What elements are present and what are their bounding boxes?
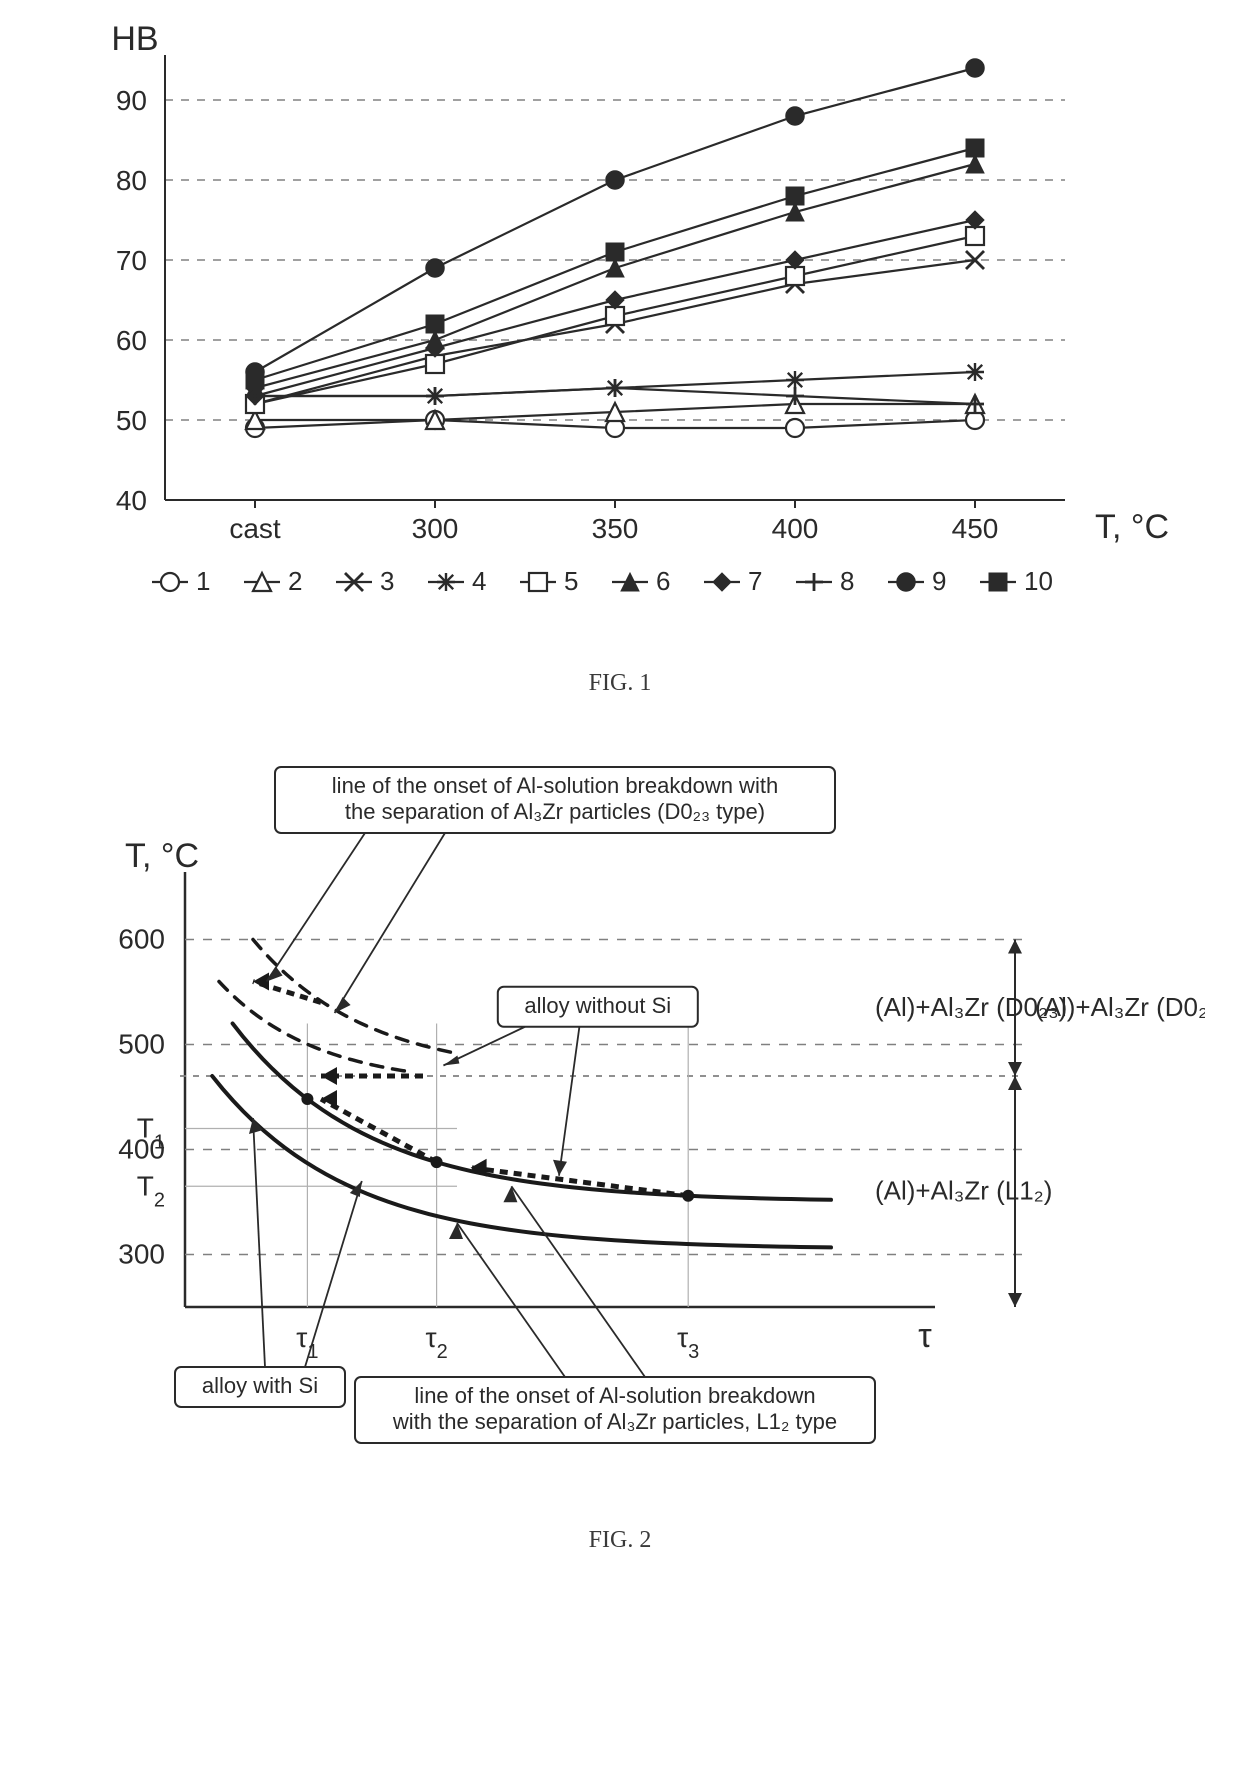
svg-text:60: 60	[116, 325, 147, 356]
svg-text:the separation of Al₃Zr partic: the separation of Al₃Zr particles (D0₂₃ …	[345, 799, 765, 824]
svg-text:2: 2	[288, 566, 302, 596]
svg-text:300: 300	[412, 513, 459, 544]
svg-text:3: 3	[380, 566, 394, 596]
svg-text:τ: τ	[918, 1317, 932, 1355]
svg-text:T2: T2	[137, 1170, 165, 1211]
svg-text:10: 10	[1024, 566, 1053, 596]
svg-text:HB: HB	[111, 20, 158, 58]
fig1-caption: FIG. 1	[0, 670, 1240, 697]
svg-text:cast: cast	[229, 513, 281, 544]
fig1-chart: HB 40 50 60 70 80 90 cast 300 350 400 450 T, °C 1 2 3 4 5…	[35, 20, 1205, 640]
svg-text:T, °C: T, °C	[1095, 508, 1169, 546]
figure-1: HB 40 50 60 70 80 90 cast 300 350 400 450 T, °C 1 2 3 4 5…	[0, 20, 1240, 697]
svg-text:(Al)+Al₃Zr (D0₂₃): (Al)+Al₃Zr (D0₂₃)	[875, 992, 1067, 1022]
svg-text:6: 6	[656, 566, 670, 596]
svg-text:line of the onset of Al-soluti: line of the onset of Al-solution breakdo…	[332, 773, 778, 798]
svg-text:T, °C: T, °C	[125, 837, 199, 875]
svg-text:600: 600	[118, 924, 165, 955]
svg-text:(Al)+Al₃Zr (L1₂): (Al)+Al₃Zr (L1₂)	[875, 1176, 1052, 1206]
svg-text:40: 40	[116, 485, 147, 516]
svg-text:line of the onset of Al-soluti: line of the onset of Al-solution breakdo…	[414, 1383, 815, 1408]
svg-text:1: 1	[196, 566, 210, 596]
svg-text:500: 500	[118, 1029, 165, 1060]
svg-text:50: 50	[116, 405, 147, 436]
fig2-caption: FIG. 2	[0, 1527, 1240, 1554]
svg-text:400: 400	[772, 513, 819, 544]
svg-text:alloy with Si: alloy with Si	[202, 1373, 318, 1398]
figure-2: 300400500600T, °CT1T2τ1τ2τ3τ(Al)+Al₃Zr (…	[0, 737, 1240, 1554]
svg-text:τ2: τ2	[426, 1322, 448, 1363]
svg-text:80: 80	[116, 165, 147, 196]
fig2-chart: 300400500600T, °CT1T2τ1τ2τ3τ(Al)+Al₃Zr (…	[35, 737, 1205, 1497]
svg-text:70: 70	[116, 245, 147, 276]
svg-text:9: 9	[932, 566, 946, 596]
svg-text:4: 4	[472, 566, 486, 596]
svg-text:8: 8	[840, 566, 854, 596]
svg-text:450: 450	[952, 513, 999, 544]
svg-text:300: 300	[118, 1239, 165, 1270]
svg-text:350: 350	[592, 513, 639, 544]
svg-text:with the separation of Al₃Zr p: with the separation of Al₃Zr particles, …	[392, 1409, 837, 1434]
svg-text:alloy without Si: alloy without Si	[524, 993, 671, 1018]
svg-text:7: 7	[748, 566, 762, 596]
svg-text:5: 5	[564, 566, 578, 596]
svg-text:90: 90	[116, 85, 147, 116]
svg-text:τ3: τ3	[677, 1322, 699, 1363]
